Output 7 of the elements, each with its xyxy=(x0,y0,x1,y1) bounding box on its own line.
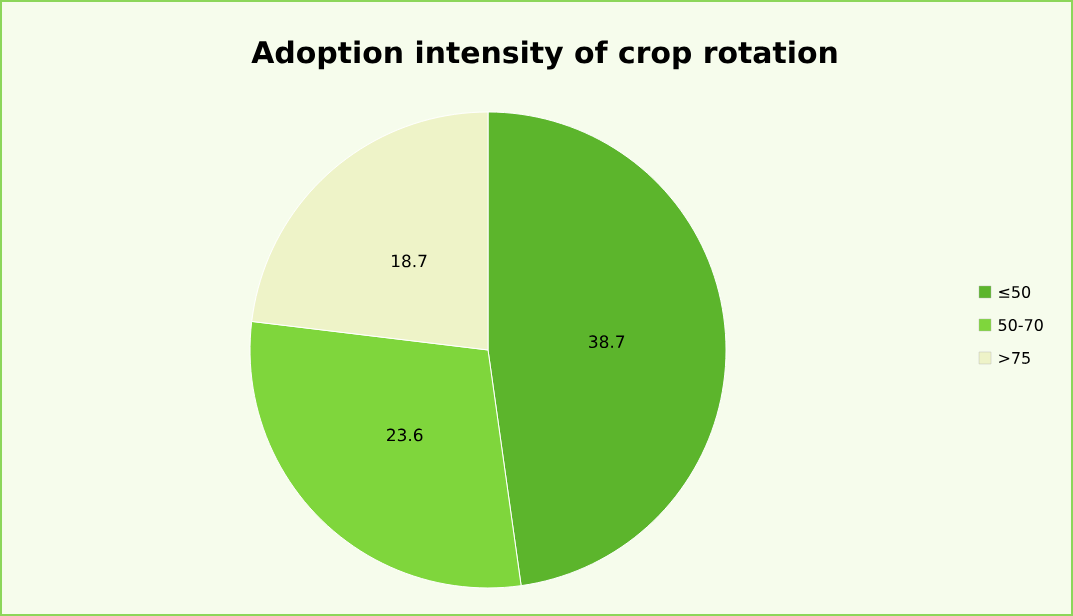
legend-label: >75 xyxy=(999,352,1030,364)
data-label: 23.6 xyxy=(387,428,423,442)
data-label: 38.7 xyxy=(589,335,625,349)
chart-title: Adoption intensity of crop rotation xyxy=(251,40,837,70)
legend-label: 50-70 xyxy=(998,318,1043,331)
legend-label: ≤50 xyxy=(999,285,1031,298)
data-label: 18.7 xyxy=(392,254,427,268)
